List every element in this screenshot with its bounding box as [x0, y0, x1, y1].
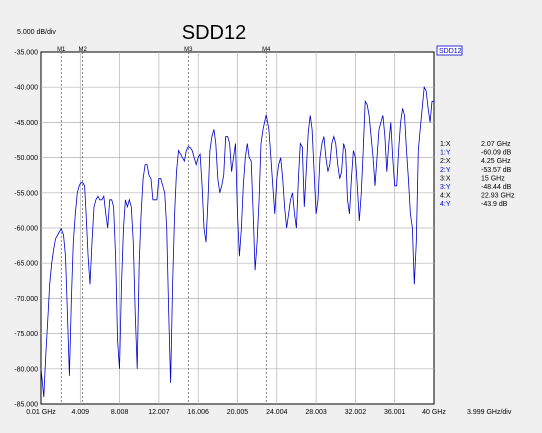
x-tick-labels: 0.01 GHz 4.009 8.008 12.007 16.006 20.005 24.0…	[26, 409, 446, 416]
legend-box	[436, 45, 463, 56]
x-tick-label: 40 GHz	[422, 409, 446, 416]
x-tick-label: 16.006	[187, 409, 209, 416]
x-tick-label: 36.001	[384, 409, 406, 416]
y-tick-label: -80.000	[14, 366, 38, 373]
x-tick-label: 20.005	[227, 409, 249, 416]
y-tick-label: -60.000	[14, 226, 38, 233]
marker-label: M4	[262, 47, 271, 53]
marker-lines: M1 M2 M3 M4	[57, 47, 271, 404]
x-tick-label: 4.009	[72, 409, 90, 416]
readout-value: -43.9 dB	[481, 201, 508, 208]
y-tick-labels: -35.000 -40.000 -45.000 -50.000 -55.000 -60.0…	[14, 50, 38, 409]
readout-value: -48.44 dB	[481, 184, 512, 191]
readout-value: 22.93 GHz	[481, 193, 515, 200]
y-tick-label: -50.000	[14, 155, 38, 162]
legend-label: SDD12	[439, 48, 462, 55]
readout-value: -53.57 dB	[481, 167, 512, 174]
x-tick-label: 12.007	[148, 409, 170, 416]
readout-label: 2:Y	[440, 167, 451, 174]
x-tick-label: 28.003	[305, 409, 327, 416]
x-tick-label: 32.002	[345, 409, 367, 416]
y-tick-label: -85.000	[14, 402, 38, 409]
y-tick-label: -65.000	[14, 261, 38, 268]
y-tick-label: -75.000	[14, 331, 38, 338]
readout-label: 4:Y	[440, 201, 451, 208]
marker-label: M3	[184, 47, 193, 53]
y-scale-label: 5.000 dB/div	[17, 29, 56, 36]
readout-value: 2.07 GHz	[481, 141, 511, 148]
readout-label: 4:X	[440, 193, 451, 200]
y-tick-label: -55.000	[14, 190, 38, 197]
series-group	[40, 85, 434, 398]
chart-title: SDD12	[182, 22, 246, 44]
readout-value: -60.09 dB	[481, 150, 512, 157]
y-tick-label: -35.000	[14, 50, 38, 57]
readout-value: 4.25 GHz	[481, 158, 511, 165]
readout-label: 1:Y	[440, 150, 451, 157]
marker-label: M2	[78, 47, 87, 53]
series-line	[40, 85, 434, 398]
x-tick-label: 0.01 GHz	[26, 409, 56, 416]
readout-label: 1:X	[440, 141, 451, 148]
x-scale-label: 3.999 GHz/div	[467, 409, 512, 416]
x-tick-label: 8.008	[111, 409, 129, 416]
readout-label: 3:X	[440, 175, 451, 182]
marker-readout: 1:X 2.07 GHz 1:Y -60.09 dB 2:X 4.25 GHz 2:Y -53…	[440, 141, 515, 208]
marker-label: M1	[57, 47, 66, 53]
y-tick-label: -40.000	[14, 85, 38, 92]
gridlines	[41, 52, 434, 404]
readout-label: 3:Y	[440, 184, 451, 191]
y-tick-label: -70.000	[14, 296, 38, 303]
x-tick-label: 24.004	[266, 409, 288, 416]
readout-label: 2:X	[440, 158, 451, 165]
readout-value: 15 GHz	[481, 175, 505, 182]
y-tick-label: -45.000	[14, 120, 38, 127]
